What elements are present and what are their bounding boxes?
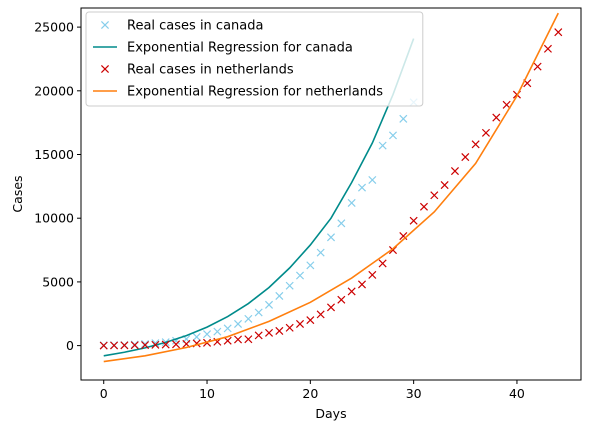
y-tick-label: 15000 [34,147,74,162]
regression-line [103,12,559,363]
series-0 [99,98,418,350]
data-point [337,219,346,228]
data-point [347,287,356,296]
data-point [234,319,243,328]
x-axis-label: Days [315,406,346,421]
plot-frame [80,7,582,381]
data-point [409,216,418,225]
data-point [502,100,511,109]
data-point [316,310,325,319]
data-point [399,114,408,123]
legend-item: Exponential Regression for canada [93,41,353,56]
series-3 [103,12,559,363]
data-point [554,28,563,37]
legend-item: Exponential Regression for netherlands [93,85,383,100]
data-point [378,141,387,150]
data-point [347,198,356,207]
data-point [223,324,232,333]
x-tick-label: 20 [302,386,318,401]
data-point [285,323,294,332]
data-point [357,183,367,192]
data-point [161,340,170,349]
legend-label: Real cases in canada [127,19,263,34]
legend-label: Exponential Regression for netherlands [127,85,383,100]
y-tick-label: 20000 [34,83,74,98]
data-point [275,326,284,335]
data-point [368,175,377,185]
x-tick-label: 30 [406,386,422,401]
data-point [264,328,274,337]
data-point [337,295,346,304]
data-point [151,340,160,349]
data-point [295,319,305,328]
legend-box [85,11,424,107]
x-axis-ticks: 0 10 20 30 40 [100,380,525,401]
y-tick-label: 0 [66,338,74,353]
data-point [99,341,108,350]
data-point [254,308,263,317]
data-point [110,341,119,350]
data-point [533,62,542,71]
legend: Real cases in canada Exponential Regressi… [85,11,424,107]
data-point [419,202,428,211]
data-point [254,331,263,340]
data-point [264,300,274,309]
y-axis-ticks: 0 5000 10000 15000 20000 25000 [34,20,81,353]
legend-label: Real cases in netherlands [127,63,294,78]
y-tick-label: 10000 [34,211,74,226]
data-point [440,181,449,190]
legend-label: Exponential Regression for canada [127,41,353,56]
data-point [543,44,552,53]
data-point [481,128,490,137]
y-tick-label: 25000 [34,20,74,35]
data-point [378,259,387,268]
data-point [275,291,284,300]
data-point [234,335,243,344]
data-point [244,335,253,344]
data-point [492,113,501,122]
data-point [326,303,336,312]
data-point [120,341,129,350]
data-point [316,248,325,257]
data-point [203,330,212,339]
plot-area: 0 10 20 30 40 0 5000 10000 15000 20000 25000 [34,7,582,401]
data-point [357,280,367,289]
legend-item: Real cases in canada [100,19,263,34]
data-point [326,233,336,242]
legend-marker-swatch [100,20,110,30]
data-point [368,270,377,279]
data-point [130,341,139,350]
legend-marker-swatch [100,64,110,74]
y-axis-label: Cases [10,175,25,212]
data-point [213,327,222,336]
data-point [306,316,315,325]
series-2 [99,28,563,350]
data-point [461,153,470,162]
data-point [306,261,315,270]
data-point [430,191,439,200]
data-point [223,336,232,345]
data-point [172,340,181,349]
data-point [244,314,253,323]
series-layer [99,12,563,363]
y-tick-label: 5000 [42,274,74,289]
data-point [295,271,305,280]
x-tick-label: 10 [199,386,215,401]
x-tick-label: 0 [100,386,108,401]
data-point [471,140,480,149]
legend-item: Real cases in netherlands [100,63,294,78]
data-point [388,131,398,140]
data-point [285,281,294,290]
data-point [450,167,459,176]
data-point [192,332,201,341]
data-point [141,341,150,350]
x-tick-label: 40 [509,386,525,401]
